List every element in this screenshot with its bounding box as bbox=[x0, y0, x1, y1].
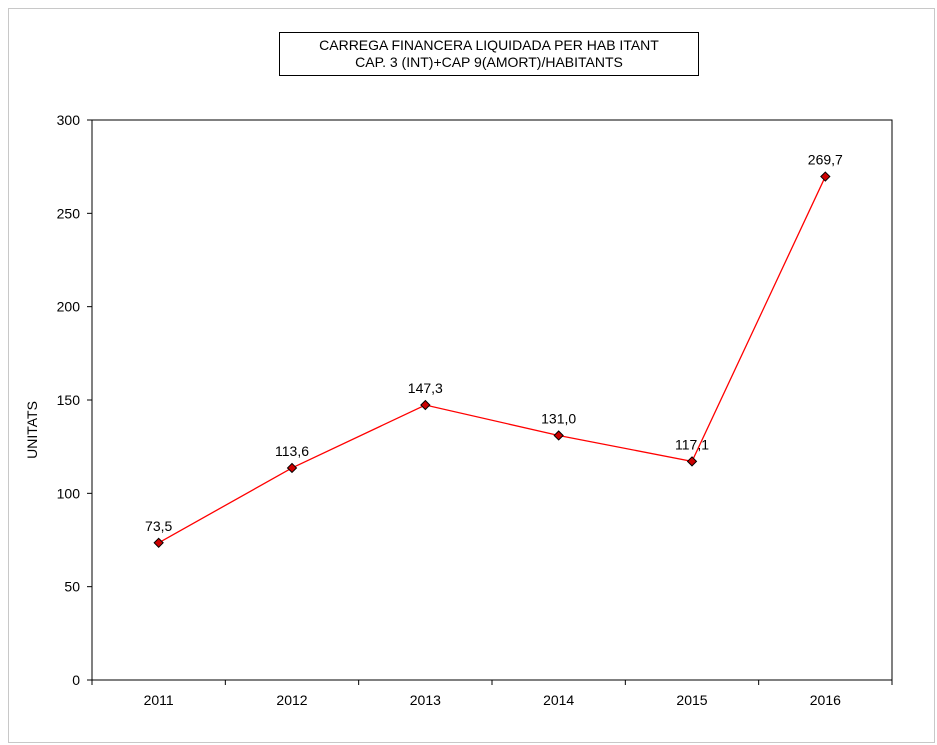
data-point-marker bbox=[686, 456, 698, 467]
y-axis-title: UNITATS bbox=[24, 401, 40, 459]
x-tick-label: 2011 bbox=[144, 692, 174, 708]
series-line-group bbox=[153, 171, 831, 549]
y-tick-label: 100 bbox=[57, 485, 81, 501]
data-point-marker bbox=[153, 537, 164, 549]
y-tick-label: 150 bbox=[57, 392, 81, 408]
axes: 0 50 100 150 200 250 300 2011 2012 2013 2014 2015 20… bbox=[57, 112, 893, 708]
series-line bbox=[158, 176, 826, 544]
chart-subtitle: CAP. 3 (INT)+CAP 9(AMORT)/HABITANTS bbox=[355, 54, 623, 70]
x-tick-label: 2015 bbox=[676, 692, 707, 708]
data-label: 117,1 bbox=[675, 436, 709, 452]
x-tick-label: 2014 bbox=[543, 692, 574, 708]
x-tick-label: 2012 bbox=[276, 692, 307, 708]
data-point-marker bbox=[820, 171, 831, 182]
y-tick-label: 250 bbox=[57, 205, 81, 221]
data-label: 73,5 bbox=[145, 518, 172, 534]
x-tick-label: 2013 bbox=[410, 692, 441, 708]
data-label: 131,0 bbox=[541, 410, 576, 426]
y-tick-label: 50 bbox=[64, 579, 80, 595]
y-tick-label: 0 bbox=[72, 672, 80, 688]
y-tick-label: 200 bbox=[57, 299, 81, 315]
data-point-marker bbox=[420, 399, 431, 411]
data-point-marker bbox=[553, 430, 564, 441]
chart-title: CARREGA FINANCERA LIQUIDADA PER HAB ITAN… bbox=[319, 37, 659, 53]
plot-area bbox=[91, 119, 893, 681]
data-point-marker bbox=[286, 462, 298, 474]
data-label: 113,6 bbox=[275, 443, 309, 459]
y-tick-label: 300 bbox=[57, 112, 81, 128]
chart-frame bbox=[8, 8, 935, 743]
data-label: 147,3 bbox=[408, 380, 443, 396]
data-labels: 73,5 113,6 147,3 131,0 117,1 269,7 bbox=[145, 152, 843, 534]
x-tick-label: 2016 bbox=[810, 692, 841, 708]
chart-title-box: CARREGA FINANCERA LIQUIDADA PER HAB ITAN… bbox=[279, 32, 699, 76]
data-label: 269,7 bbox=[808, 152, 843, 168]
